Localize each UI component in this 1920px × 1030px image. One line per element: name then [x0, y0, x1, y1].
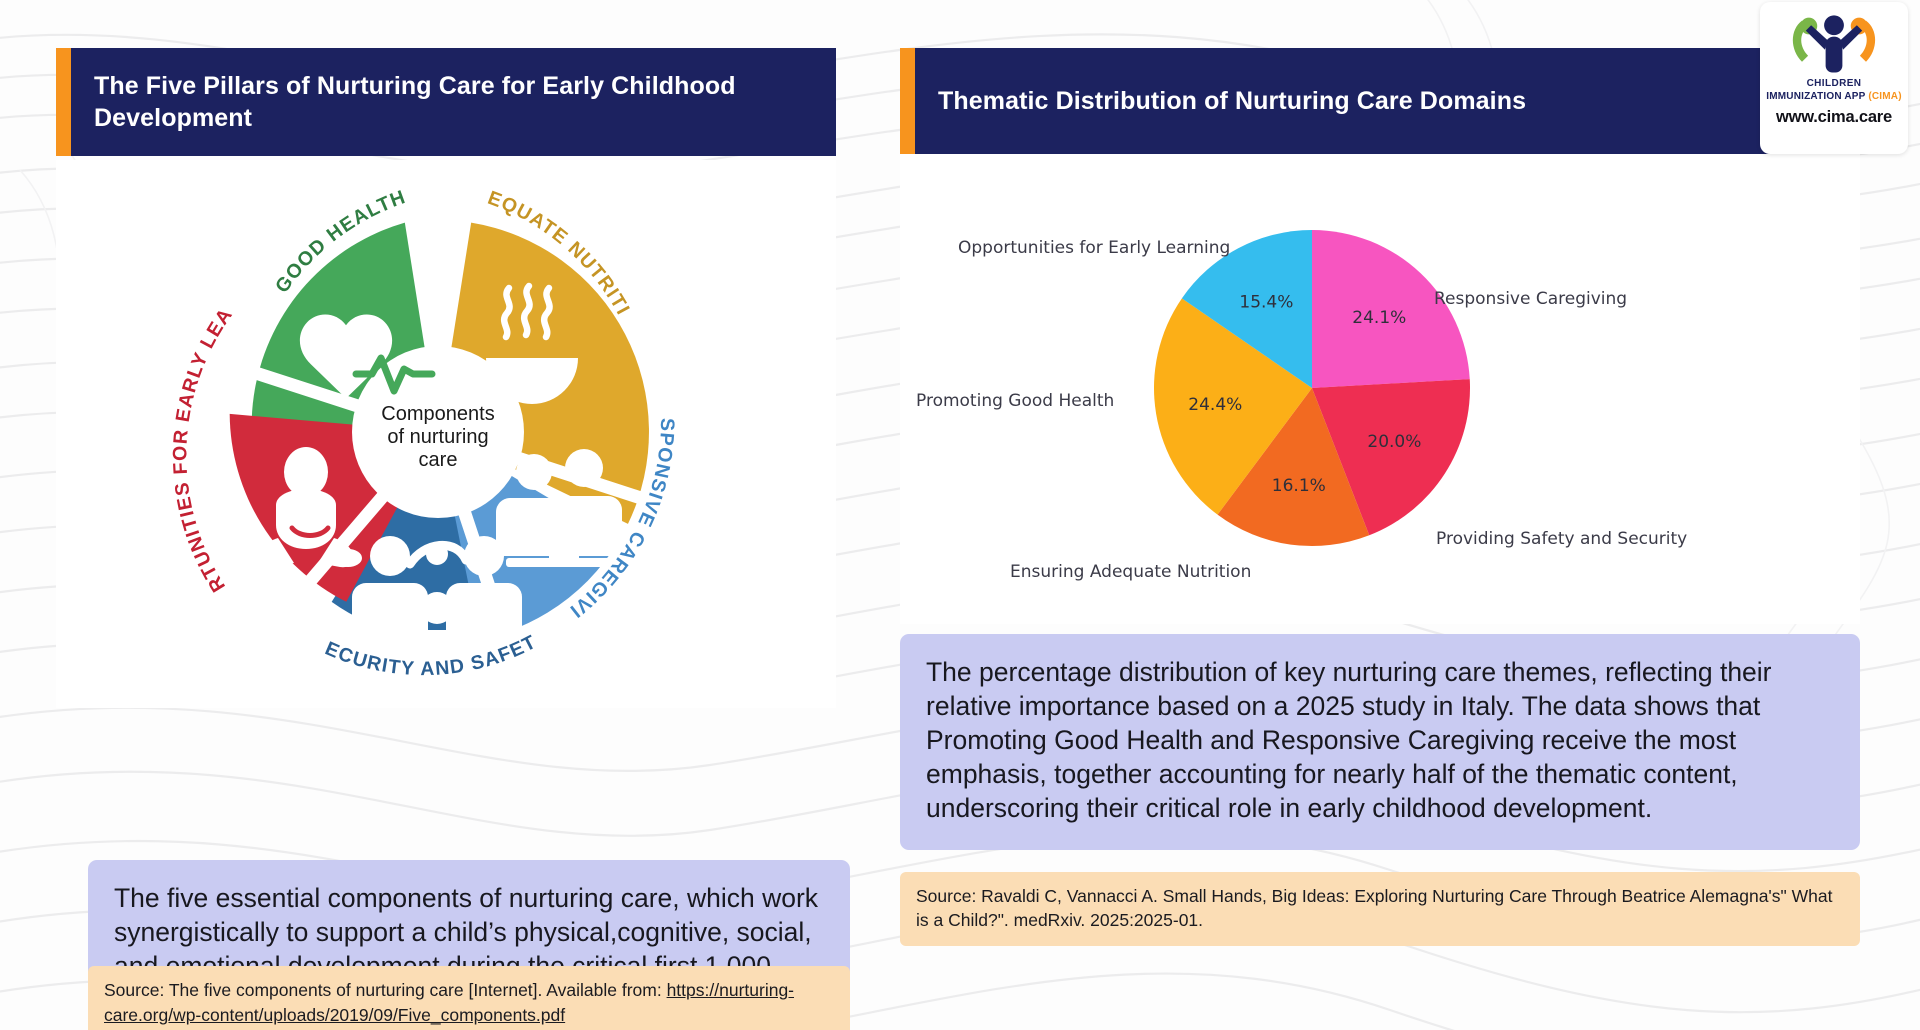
left-panel-title: The Five Pillars of Nurturing Care for E… — [94, 72, 736, 132]
wheel-center-line-1: Components — [381, 403, 494, 425]
heart-pulse-icon — [299, 314, 436, 399]
pie-label-opportunities-for-early-learning: Opportunities for Early Learning — [958, 238, 1231, 258]
right-description-callout: The percentage distribution of key nurtu… — [900, 634, 1860, 850]
cima-logo-mark — [1792, 15, 1876, 73]
pie-value-labels: 24.1% 20.0% 16.1% 24.4% 15.4% — [1188, 292, 1421, 496]
header-accent-bar-right — [900, 48, 915, 154]
pie-label-responsive-caregiving: Responsive Caregiving — [1434, 289, 1628, 309]
family-icon — [352, 536, 522, 671]
wheel-center-line-3: care — [419, 449, 458, 471]
soup-bowl-icon — [500, 282, 553, 341]
wheel-label-opportunities-early-learning: OPPORTUNITIES FOR EARLY LEARNING — [166, 160, 237, 596]
right-callout-wrap: The percentage distribution of key nurtu… — [900, 634, 1860, 850]
pie-slice[interactable] — [1312, 379, 1471, 536]
five-pillars-wheel: Components of nurturing care GOOD HEALTH… — [56, 160, 850, 1030]
cima-logo-line-2-a: IMMUNIZATION APP — [1766, 91, 1869, 102]
pie-value-label: 15.4% — [1239, 292, 1293, 312]
left-source-note: Source: The five components of nurturing… — [88, 966, 850, 1030]
left-source-prefix: Source: The five components of nurturing… — [104, 980, 667, 1000]
thematic-distribution-pie-chart: 24.1% 20.0% 16.1% 24.4% 15.4% Opportunities … — [900, 154, 1860, 624]
pie-slices — [1153, 230, 1471, 547]
left-panel: The Five Pillars of Nurturing Care for E… — [56, 48, 850, 1030]
cima-logo-line-1: CHILDREN — [1806, 78, 1862, 89]
pie-value-label: 20.0% — [1367, 432, 1421, 452]
left-panel-header: The Five Pillars of Nurturing Care for E… — [56, 48, 836, 156]
cima-logo-line-2-b: (CIMA) — [1868, 91, 1902, 102]
pie-label-promoting-good-health: Promoting Good Health — [916, 391, 1115, 411]
pie-slice[interactable] — [1181, 230, 1312, 388]
baby-sitting-icon — [250, 447, 362, 568]
pie-slice[interactable] — [1312, 230, 1470, 388]
pie-slice[interactable] — [1217, 388, 1370, 547]
pie-value-label: 24.1% — [1352, 308, 1406, 328]
right-panel: Thematic Distribution of Nurturing Care … — [900, 48, 1860, 947]
cima-logo-url[interactable]: www.cima.care — [1775, 108, 1893, 126]
wheel-center-line-2: of nurturing — [387, 426, 488, 448]
pie-value-label: 24.4% — [1188, 395, 1242, 415]
right-panel-header: Thematic Distribution of Nurturing Care … — [900, 48, 1860, 154]
pie-label-ensuring-adequate-nutrition: Ensuring Adequate Nutrition — [1010, 562, 1252, 582]
cima-logo[interactable]: CHILDREN IMMUNIZATION APP (CIMA) www.cim… — [1760, 2, 1908, 154]
parents-child-icon — [496, 449, 624, 567]
pie-value-label: 16.1% — [1272, 476, 1326, 496]
right-panel-title: Thematic Distribution of Nurturing Care … — [938, 87, 1527, 115]
soup-bowl-icon-bowl — [486, 358, 578, 404]
right-source-note: Source: Ravaldi C, Vannacci A. Small Han… — [900, 871, 1860, 947]
header-accent-bar — [56, 48, 71, 156]
cima-logo-line-2: IMMUNIZATION APP (CIMA) — [1766, 91, 1902, 102]
left-source-link[interactable]: https://nurturing-care.org/wp-content/up… — [104, 980, 794, 1025]
pie-slice[interactable] — [1153, 298, 1312, 515]
pie-label-providing-safety-and-security: Providing Safety and Security — [1436, 529, 1688, 549]
